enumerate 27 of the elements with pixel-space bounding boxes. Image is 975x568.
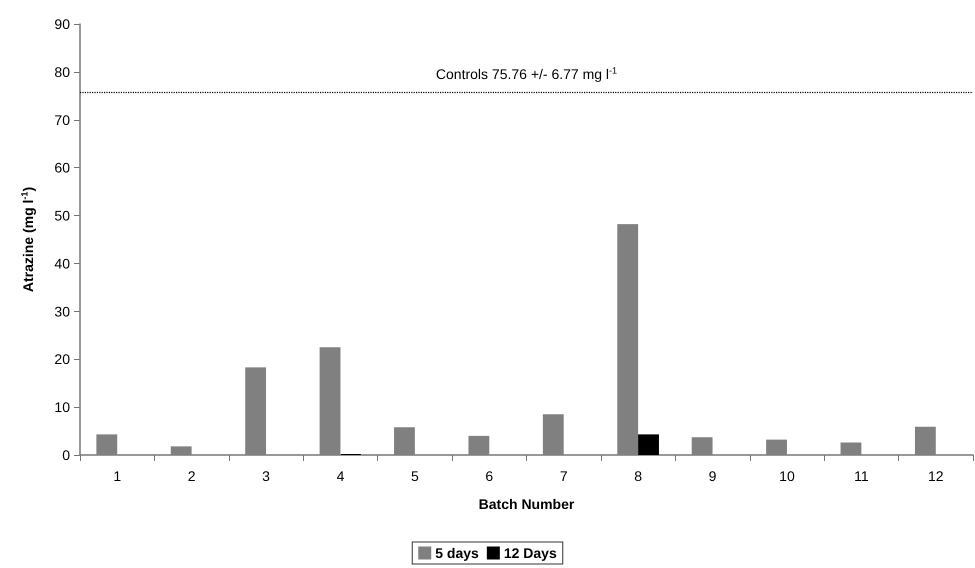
x-tick-label: 3 xyxy=(262,468,270,484)
x-tick-label: 6 xyxy=(485,468,494,484)
y-tick-label: 20 xyxy=(54,351,70,368)
x-tick-label: 1 xyxy=(113,468,122,484)
x-tick-label: 2 xyxy=(188,468,196,484)
x-tick-label: 5 xyxy=(410,468,419,484)
y-tick-label: 60 xyxy=(54,160,70,176)
bar xyxy=(638,434,659,455)
y-tick-label: 30 xyxy=(54,303,70,320)
x-tick-label: 7 xyxy=(560,468,568,484)
legend-label: 5 days xyxy=(435,545,480,561)
y-tick-label: 80 xyxy=(54,64,70,80)
y-tick-label: 90 xyxy=(54,16,70,32)
y-tick-label: 70 xyxy=(54,112,70,128)
x-tick-label: 4 xyxy=(336,468,345,484)
x-tick-label: 8 xyxy=(634,468,642,484)
y-tick-label: 0 xyxy=(62,447,70,463)
y-tick-label: 40 xyxy=(54,255,70,272)
x-axis-title: Batch Number xyxy=(478,496,575,512)
y-tick-label: 50 xyxy=(54,208,70,224)
x-tick-label: 9 xyxy=(708,468,717,484)
x-tick-label: 11 xyxy=(854,468,869,484)
y-axis-title: Atrazine (mg l-1) xyxy=(20,186,36,292)
y-tick-label: 10 xyxy=(54,399,70,416)
x-tick-label: 12 xyxy=(928,468,944,484)
x-tick-label: 10 xyxy=(779,468,795,484)
legend-label: 12 Days xyxy=(504,545,557,561)
